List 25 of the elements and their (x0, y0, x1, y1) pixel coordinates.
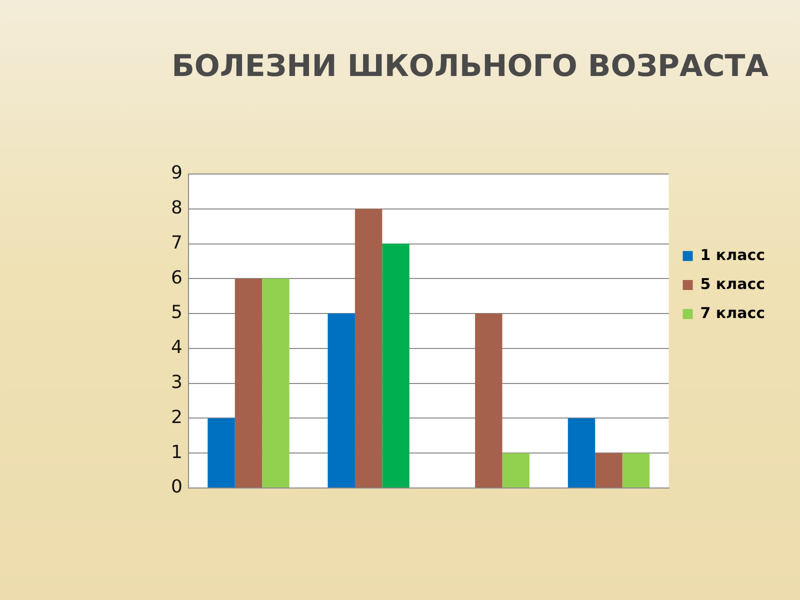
legend-label: 7 класс (700, 304, 766, 322)
y-tick-label: 2 (171, 406, 182, 428)
y-tick-label: 8 (171, 198, 182, 219)
bar (208, 418, 235, 488)
bar (595, 453, 622, 488)
y-tick-label: 0 (171, 476, 182, 498)
legend-label: 1 класс (700, 246, 766, 264)
bar (262, 278, 290, 488)
bar (328, 314, 355, 488)
y-tick-label: 4 (171, 337, 182, 358)
y-tick-label: 5 (171, 302, 182, 324)
y-tick-label: 9 (171, 162, 182, 184)
bar (234, 278, 262, 488)
y-tick-label: 1 (171, 442, 182, 463)
bar (475, 314, 502, 488)
y-tick-label: 7 (171, 232, 182, 254)
bar (622, 453, 650, 488)
legend-label: 5 класс (700, 274, 766, 293)
bar (568, 418, 596, 488)
y-tick-label: 3 (171, 372, 182, 394)
chart-title: БОЛЕЗНИ ШКОЛЬНОГО ВОЗРАСТА (172, 48, 770, 84)
bar (354, 208, 382, 488)
bar (502, 453, 530, 488)
y-tick-label: 6 (171, 267, 182, 288)
bar (382, 244, 410, 488)
